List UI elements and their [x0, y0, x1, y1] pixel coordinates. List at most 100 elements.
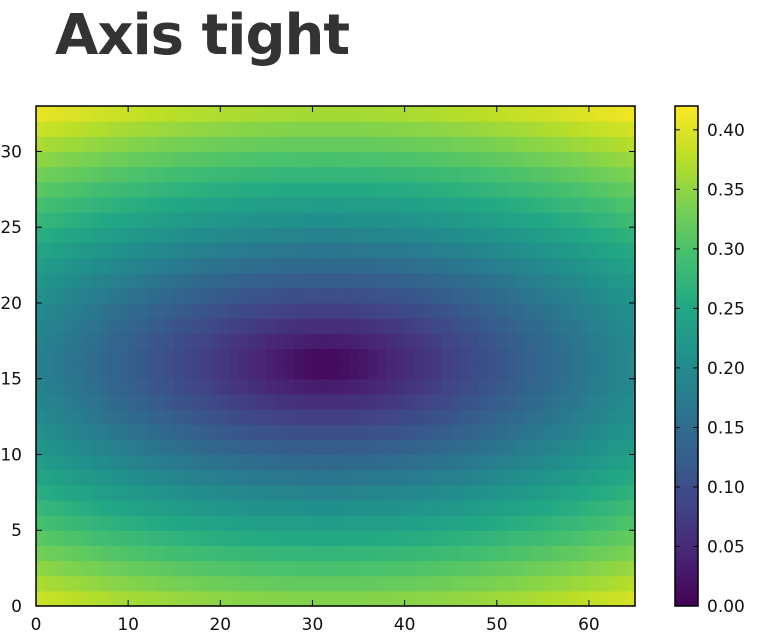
- heatmap-cell: [183, 560, 194, 577]
- heatmap-cell: [367, 424, 378, 440]
- heatmap-cell: [404, 106, 415, 122]
- heatmap-cell: [128, 106, 138, 122]
- heatmap-cell: [423, 227, 433, 243]
- heatmap-cell: [505, 257, 516, 274]
- x-tick-label: 40: [394, 615, 416, 635]
- heatmap-cell: [118, 212, 129, 228]
- heatmap-cell: [349, 318, 360, 334]
- heatmap-cell: [450, 515, 461, 531]
- heatmap-cell: [330, 515, 341, 531]
- heatmap-cell: [478, 302, 489, 319]
- heatmap-cell: [266, 560, 277, 577]
- heatmap-cell: [515, 333, 526, 350]
- heatmap-cell: [598, 106, 608, 122]
- heatmap-cell: [229, 393, 240, 410]
- heatmap-cell: [155, 575, 166, 592]
- heatmap-cell: [183, 257, 194, 274]
- heatmap-cell: [340, 121, 350, 137]
- heatmap-cell: [165, 424, 175, 440]
- heatmap-cell: [247, 166, 258, 183]
- heatmap-cell: [275, 196, 286, 213]
- heatmap-cell: [54, 530, 65, 546]
- heatmap-cell: [174, 302, 185, 319]
- heatmap-cell: [146, 333, 157, 350]
- heatmap-cell: [229, 348, 240, 365]
- heatmap-cell: [432, 333, 443, 350]
- heatmap-cell: [211, 257, 221, 274]
- heatmap-cell: [220, 409, 231, 425]
- heatmap-cell: [201, 409, 212, 425]
- heatmap-cell: [367, 151, 378, 168]
- heatmap-cell: [588, 257, 599, 274]
- heatmap-cell: [174, 575, 185, 592]
- heatmap-cell: [330, 393, 341, 410]
- heatmap-cell: [404, 409, 415, 425]
- heatmap-cell: [91, 136, 102, 153]
- heatmap-cell: [303, 196, 314, 213]
- heatmap-cell: [294, 242, 304, 259]
- heatmap-cell: [211, 515, 221, 531]
- heatmap-cell: [386, 424, 396, 440]
- heatmap-cell: [72, 227, 83, 243]
- heatmap-cell: [552, 302, 562, 319]
- heatmap-cell: [109, 590, 120, 607]
- heatmap-cell: [128, 272, 138, 289]
- heatmap-cell: [441, 136, 452, 153]
- heatmap-cell: [496, 106, 507, 122]
- heatmap-cell: [588, 106, 599, 122]
- heatmap-cell: [570, 484, 581, 501]
- heatmap-cell: [386, 166, 396, 183]
- heatmap-cell: [413, 378, 424, 395]
- heatmap-cell: [257, 590, 267, 607]
- heatmap-cell: [404, 454, 415, 471]
- heatmap-cell: [349, 454, 360, 471]
- heatmap-cell: [118, 333, 129, 350]
- heatmap-cell: [266, 484, 277, 501]
- heatmap-cell: [367, 227, 378, 243]
- heatmap-cell: [505, 106, 516, 122]
- heatmap-cell: [312, 439, 323, 456]
- heatmap-cell: [496, 302, 507, 319]
- heatmap-cell: [229, 545, 240, 562]
- heatmap-cell: [487, 484, 498, 501]
- heatmap-cell: [284, 378, 295, 395]
- heatmap-cell: [63, 439, 74, 456]
- heatmap-cell: [100, 439, 111, 456]
- heatmap-cell: [496, 121, 507, 137]
- heatmap-cell: [487, 318, 498, 334]
- heatmap-cell: [247, 363, 258, 380]
- heatmap-cell: [165, 166, 175, 183]
- heatmap-cell: [561, 530, 572, 546]
- heatmap-cell: [54, 136, 65, 153]
- heatmap-cell: [625, 181, 636, 198]
- heatmap-cell: [515, 575, 526, 592]
- heatmap-cell: [524, 590, 535, 607]
- heatmap-cell: [469, 378, 479, 395]
- heatmap-cell: [561, 515, 572, 531]
- heatmap-cell: [100, 151, 111, 168]
- heatmap-cell: [36, 212, 46, 228]
- heatmap-cell: [192, 287, 203, 304]
- heatmap-cell: [54, 212, 65, 228]
- heatmap-cell: [247, 409, 258, 425]
- heatmap-cell: [616, 363, 627, 380]
- heatmap-cell: [45, 484, 56, 501]
- heatmap-cell: [303, 348, 314, 365]
- heatmap-cell: [404, 363, 415, 380]
- heatmap-cell: [174, 454, 185, 471]
- heatmap-cell: [54, 106, 65, 122]
- heatmap-cell: [478, 393, 489, 410]
- heatmap-cell: [487, 499, 498, 516]
- heatmap-cell: [515, 242, 526, 259]
- heatmap-cell: [321, 106, 332, 122]
- heatmap-cell: [340, 348, 350, 365]
- heatmap-cell: [137, 454, 148, 471]
- heatmap-cell: [54, 302, 65, 319]
- heatmap-cell: [459, 484, 470, 501]
- heatmap-cell: [598, 348, 608, 365]
- heatmap-cell: [174, 469, 185, 486]
- heatmap-cell: [487, 257, 498, 274]
- heatmap-cell: [54, 166, 65, 183]
- heatmap-cell: [72, 348, 83, 365]
- heatmap-cell: [257, 318, 267, 334]
